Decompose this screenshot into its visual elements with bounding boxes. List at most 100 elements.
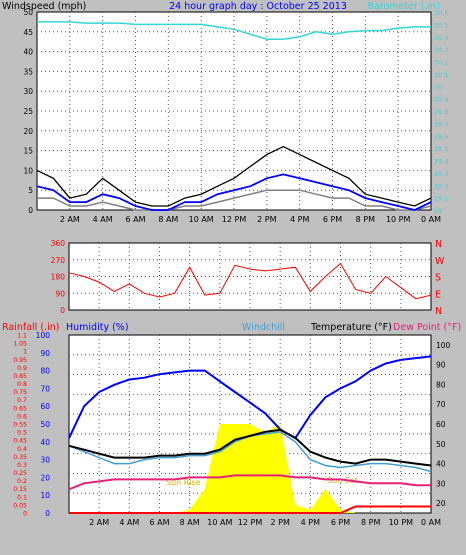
wind-x-tick-label: 6 PM [323, 215, 342, 224]
wind-y-tick-label: 35 [23, 67, 33, 76]
wind-y-tick-label: 20 [23, 127, 33, 136]
wind-x-tick-label: 2 PM [257, 215, 276, 224]
barometer-y-tick-label: 29.3 [434, 170, 448, 178]
weather-x-tick-label: 4 AM [119, 518, 139, 527]
weather-x-tick-label: 12 PM [238, 518, 263, 527]
wind-x-tick-label: 4 AM [93, 215, 113, 224]
barometer-y-tick-label: 30.4 [434, 34, 448, 42]
barometer-y-tick-label: 29.4 [434, 158, 448, 166]
weather-x-tick-label: 8 AM [180, 518, 200, 527]
compass-label: E [435, 289, 441, 300]
barometer-y-tick-label: 30.6 [434, 9, 448, 17]
direction-y-tick-label: 0 [60, 306, 65, 315]
rain-y-tick-label: 0.65 [13, 405, 27, 412]
rain-y-tick-label: 0.3 [17, 462, 27, 469]
wind-gust-line [36, 145, 432, 207]
weather-x-tick-label: 10 AM [207, 518, 232, 527]
compass-label: S [435, 273, 441, 284]
direction-y-tick-label: 270 [51, 256, 66, 265]
humidity-line [68, 355, 432, 440]
rain-y-tick-label: 0.75 [13, 389, 27, 396]
dewpoint-axis-label: Dew Point (°F) [393, 322, 461, 333]
windchill-legend-label: Windchill [242, 322, 285, 333]
compass-label: N [435, 306, 442, 317]
temperature-y-tick-label: 90 [436, 361, 446, 370]
wind-y-tick-label: 45 [23, 28, 33, 37]
humidity-y-tick-label: 50 [40, 420, 50, 429]
weather-x-tick-label: 2 AM [89, 518, 109, 527]
barometer-y-tick-label: 30.5 [434, 21, 448, 29]
humidity-axis-label: Humidity (%) [66, 322, 129, 333]
wind-y-tick-label: 5 [28, 186, 33, 195]
wind-y-tick-label: 25 [23, 107, 33, 116]
wind-x-tick-label: 6 AM [125, 215, 145, 224]
barometer-y-tick-label: 29.9 [434, 96, 448, 104]
barometer-y-tick-label: 30 [434, 83, 442, 91]
temperature-axis-label: Temperature (°F) [310, 322, 392, 333]
compass-label: W [435, 256, 445, 267]
rain-y-tick-label: 0.55 [13, 422, 27, 429]
rain-y-tick-label: 0.15 [13, 486, 27, 493]
humidity-y-tick-label: 10 [40, 491, 50, 500]
wind-x-tick-label: 10 AM [189, 215, 214, 224]
humidity-y-tick-label: 0 [45, 509, 50, 518]
temperature-y-tick-label: 40 [436, 460, 446, 469]
wind-y-tick-label: 0 [28, 206, 33, 215]
humidity-y-tick-label: 90 [40, 349, 50, 358]
sunrise-annotation: Sun Rise [166, 478, 201, 487]
wind-x-tick-label: 8 AM [158, 215, 178, 224]
temperature-y-tick-label: 70 [436, 400, 446, 409]
wind-y-tick-label: 40 [23, 48, 33, 57]
rain-y-tick-label: 1.05 [13, 341, 27, 348]
barometer-y-tick-label: 29.2 [434, 182, 448, 190]
rain-y-tick-label: 0.1 [17, 494, 27, 501]
direction-y-tick-label: 360 [51, 239, 66, 248]
weather-x-tick-label: 6 PM [331, 518, 350, 527]
humidity-y-tick-label: 30 [40, 456, 50, 465]
barometer-y-tick-label: 29.6 [434, 133, 448, 141]
wind-average-line [36, 173, 432, 211]
rain-y-tick-label: 0.85 [13, 373, 27, 380]
direction-y-tick-label: 90 [55, 289, 65, 298]
rain-y-tick-label: 0.2 [17, 478, 27, 485]
humidity-y-tick-label: 60 [40, 402, 50, 411]
barometer-y-tick-label: 29.5 [434, 145, 448, 153]
rain-y-tick-label: 0 [23, 511, 27, 518]
barometer-y-tick-label: 29.8 [434, 108, 448, 116]
humidity-y-tick-label: 100 [36, 331, 51, 340]
solar-radiation-area [69, 424, 431, 513]
barometer-line [37, 21, 431, 40]
rain-y-tick-label: 0.4 [17, 446, 27, 453]
barometer-y-tick-label: 30.1 [434, 71, 448, 79]
rain-y-tick-label: 0.6 [17, 413, 27, 420]
rain-y-tick-label: 0.9 [17, 365, 27, 372]
rain-y-tick-label: 0.95 [13, 357, 27, 364]
wind-x-tick-label: 4 PM [290, 215, 309, 224]
chart-title: 24 hour graph day : October 25 2013 [169, 1, 347, 12]
weather-x-tick-label: 2 PM [270, 518, 289, 527]
rain-y-tick-label: 0.5 [17, 430, 27, 437]
compass-label: N [435, 239, 442, 250]
temperature-y-tick-label: 30 [436, 479, 446, 488]
barometer-y-tick-label: 30.2 [434, 59, 448, 67]
rain-y-tick-label: 1.1 [17, 333, 27, 340]
humidity-y-tick-label: 20 [40, 473, 50, 482]
wind-x-tick-label: 0 AM [421, 215, 441, 224]
barometer-axis-label: Barometer (.in) [367, 1, 440, 12]
temperature-y-tick-label: 20 [436, 499, 446, 508]
rain-y-tick-label: 0.05 [13, 502, 27, 509]
wind-plot: 0 5 10 15 20 25 30 35 40 45 50 29 29.1 29.2 29.3 29.4 29… [23, 8, 448, 224]
wind-x-tick-label: 8 PM [356, 215, 375, 224]
wind-direction-line [68, 262, 432, 300]
direction-y-tick-label: 180 [51, 273, 66, 282]
humidity-y-tick-label: 70 [40, 384, 50, 393]
rain-y-tick-label: 0.45 [13, 438, 27, 445]
windspeed-axis-label: Windspeed (mph) [2, 1, 86, 12]
wind-y-tick-label: 10 [23, 166, 33, 175]
rain-y-tick-label: 1 [23, 349, 27, 356]
rain-y-tick-label: 0.35 [13, 454, 27, 461]
rain-y-tick-label: 0.7 [17, 397, 27, 404]
temperature-y-tick-label: 80 [436, 380, 446, 389]
weather-x-tick-label: 10 PM [389, 518, 414, 527]
